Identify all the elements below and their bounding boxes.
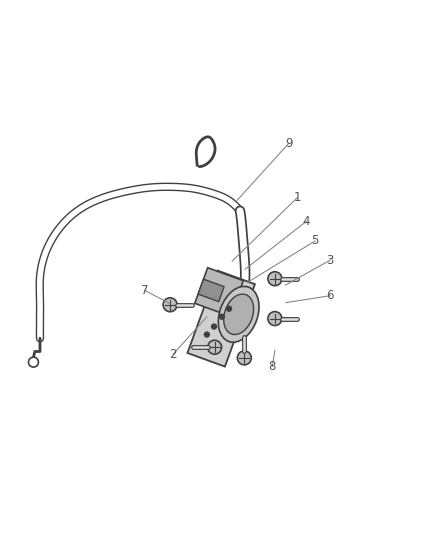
Text: 2: 2 bbox=[170, 348, 177, 361]
Circle shape bbox=[208, 340, 222, 354]
Circle shape bbox=[205, 332, 209, 337]
Polygon shape bbox=[198, 279, 224, 302]
Text: 6: 6 bbox=[327, 289, 334, 302]
Circle shape bbox=[28, 357, 39, 367]
Ellipse shape bbox=[218, 286, 259, 342]
Text: 4: 4 bbox=[303, 215, 310, 228]
Text: 5: 5 bbox=[311, 235, 319, 247]
Text: 8: 8 bbox=[268, 360, 276, 373]
Circle shape bbox=[212, 324, 216, 329]
Text: 1: 1 bbox=[294, 191, 301, 204]
Circle shape bbox=[268, 312, 282, 326]
Circle shape bbox=[268, 272, 282, 286]
Circle shape bbox=[226, 306, 232, 311]
Text: 7: 7 bbox=[141, 284, 148, 297]
Text: 9: 9 bbox=[285, 137, 293, 150]
Polygon shape bbox=[195, 268, 243, 316]
Ellipse shape bbox=[224, 294, 254, 335]
Circle shape bbox=[237, 351, 251, 365]
Text: 3: 3 bbox=[327, 254, 334, 266]
Circle shape bbox=[163, 298, 177, 312]
Circle shape bbox=[219, 314, 224, 319]
Polygon shape bbox=[187, 271, 255, 367]
